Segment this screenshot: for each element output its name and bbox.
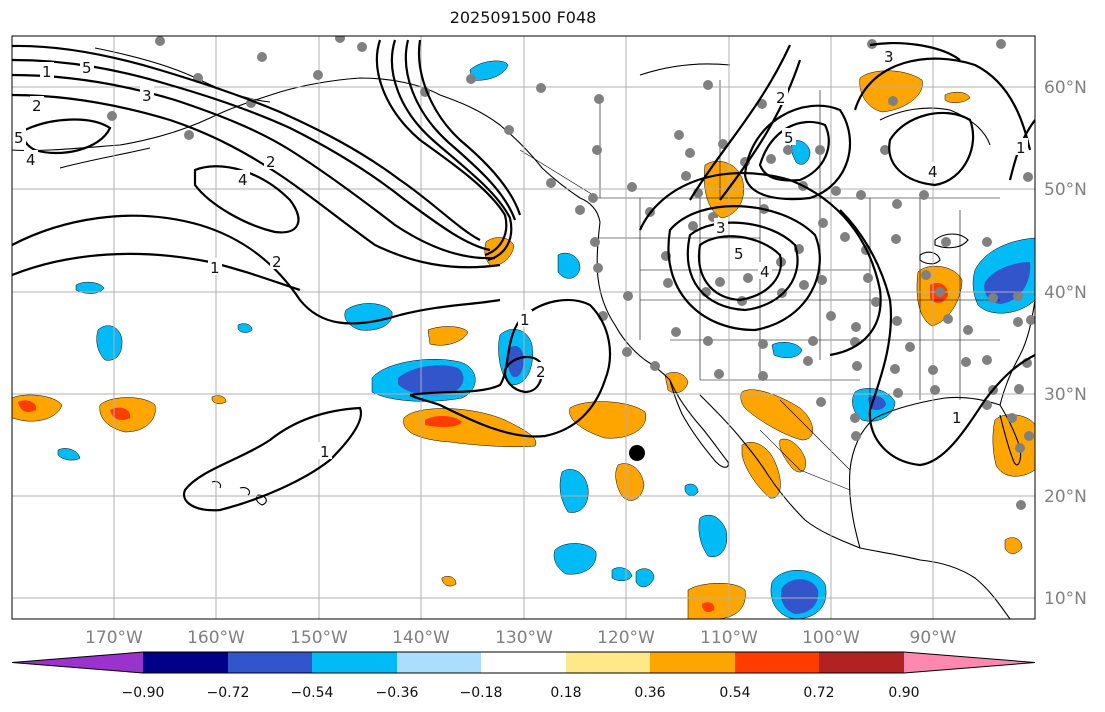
shade-blue-13	[611, 567, 633, 581]
shade-red-3	[18, 400, 37, 412]
colorbar-tick-label: 0.72	[803, 685, 834, 701]
colorbar-segment	[397, 652, 481, 673]
colorbar-tick-label: −0.90	[122, 685, 165, 701]
shade-blue-16	[771, 342, 803, 358]
lat-label: 60°N	[1044, 78, 1087, 98]
shade-blue-7	[237, 323, 253, 333]
contour-label: 1	[320, 443, 330, 461]
shade-blue-11	[553, 543, 597, 575]
shade-blue-4	[96, 325, 123, 361]
lon-label: 170°W	[85, 628, 143, 648]
colorbar-tick-label: −0.18	[460, 685, 503, 701]
lon-label: 110°W	[700, 628, 758, 648]
contour-label: 3	[884, 48, 894, 66]
colorbar-segment	[228, 652, 312, 673]
shade-orange-19	[441, 576, 457, 587]
shade-orange-12	[740, 389, 813, 441]
shade-darkblue-2	[507, 346, 524, 378]
shade-orange-15	[664, 372, 689, 393]
lat-label: 50°N	[1044, 180, 1087, 200]
lat-label: 20°N	[1044, 487, 1087, 507]
colorbar	[11, 651, 1036, 674]
contour-label: 1	[520, 311, 530, 329]
colorbar-segment	[12, 652, 143, 673]
shade-orange-10	[944, 91, 971, 103]
shade-orange-5	[615, 463, 645, 501]
colorbar-segment	[143, 652, 228, 673]
colorbar-tick-label: 0.36	[634, 685, 665, 701]
contour-label: 4	[928, 163, 938, 181]
shade-blue-20	[684, 483, 699, 496]
contour-label: 4	[238, 171, 248, 189]
colorbar-segment	[312, 652, 397, 673]
contour-label-group: 1 2 3 4 5 1 2 4 5 3 2 1 2 4 5 1 4 5	[12, 48, 1028, 461]
lon-label: 150°W	[290, 628, 348, 648]
contour-label: 5	[14, 129, 24, 147]
contour-label: 5	[784, 129, 794, 147]
lon-label: 120°W	[597, 628, 655, 648]
location-marker	[629, 445, 645, 461]
colorbar-outline	[11, 651, 1036, 674]
colorbar-tick-label: 0.90	[888, 685, 919, 701]
lon-label: 100°W	[802, 628, 860, 648]
shade-red-1	[425, 416, 462, 427]
contour-label: 1	[1016, 139, 1026, 157]
contour-label: 1	[952, 409, 962, 427]
shade-darkblue-3	[781, 579, 819, 614]
lon-label: 160°W	[187, 628, 245, 648]
contour-label: 2	[32, 97, 42, 115]
shaded-areas	[12, 60, 1035, 619]
contour-label: 1	[210, 259, 220, 277]
colorbar-tick-label: −0.72	[207, 685, 250, 701]
shade-blue-6	[57, 448, 81, 461]
contour-label: 2	[266, 153, 276, 171]
colorbar-segment	[566, 652, 650, 673]
shade-orange-6	[427, 326, 469, 346]
shade-blue-10	[559, 469, 589, 513]
colorbar-segment	[481, 652, 566, 673]
lat-label: 40°N	[1044, 283, 1087, 303]
shade-blue-12	[698, 514, 728, 558]
contour-label: 4	[26, 151, 36, 169]
map-frame	[11, 35, 1036, 620]
colorbar-segment	[904, 652, 1035, 673]
colorbar-ticks: −0.90 −0.72 −0.54 −0.36 −0.18 0.18 0.36 …	[122, 685, 920, 701]
shade-red-2	[110, 407, 131, 420]
shade-blue-9	[557, 252, 581, 279]
contour-label: 5	[734, 245, 744, 263]
lon-label: 90°W	[910, 628, 957, 648]
shade-darkblue-1	[398, 365, 464, 396]
contour-label: 2	[536, 363, 546, 381]
colorbar-tick-label: 0.18	[550, 685, 581, 701]
colorbar-tick-label: −0.36	[376, 685, 419, 701]
lat-label: 30°N	[1044, 385, 1087, 405]
colorbar-segment	[650, 652, 735, 673]
colorbar-tick-label: 0.54	[719, 685, 750, 701]
contour-label: 2	[776, 89, 786, 107]
shade-orange-18	[1004, 537, 1023, 554]
colorbar-segment	[735, 652, 819, 673]
contour-label: 2	[272, 253, 282, 271]
shade-blue-14	[635, 568, 655, 588]
contour-label: 5	[82, 59, 92, 77]
colorbar-tick-label: −0.54	[291, 685, 334, 701]
lon-label: 140°W	[392, 628, 450, 648]
lat-label: 10°N	[1044, 589, 1087, 609]
colorbar-segment	[819, 652, 904, 673]
contour-label: 4	[760, 263, 770, 281]
longitude-axis: 170°W 160°W 150°W 140°W 130°W 120°W 110°…	[85, 628, 957, 648]
contour-label: 3	[142, 87, 152, 105]
latitude-axis: 60°N 50°N 40°N 30°N 20°N 10°N	[1044, 78, 1087, 609]
shade-red-5	[702, 602, 715, 612]
shade-blue-8	[469, 60, 509, 81]
shade-orange-17	[992, 414, 1035, 477]
contour-label: 3	[716, 219, 726, 237]
lon-label: 130°W	[495, 628, 553, 648]
contour-label: 1	[42, 63, 52, 81]
map-title: 2025091500 F048	[449, 8, 597, 27]
